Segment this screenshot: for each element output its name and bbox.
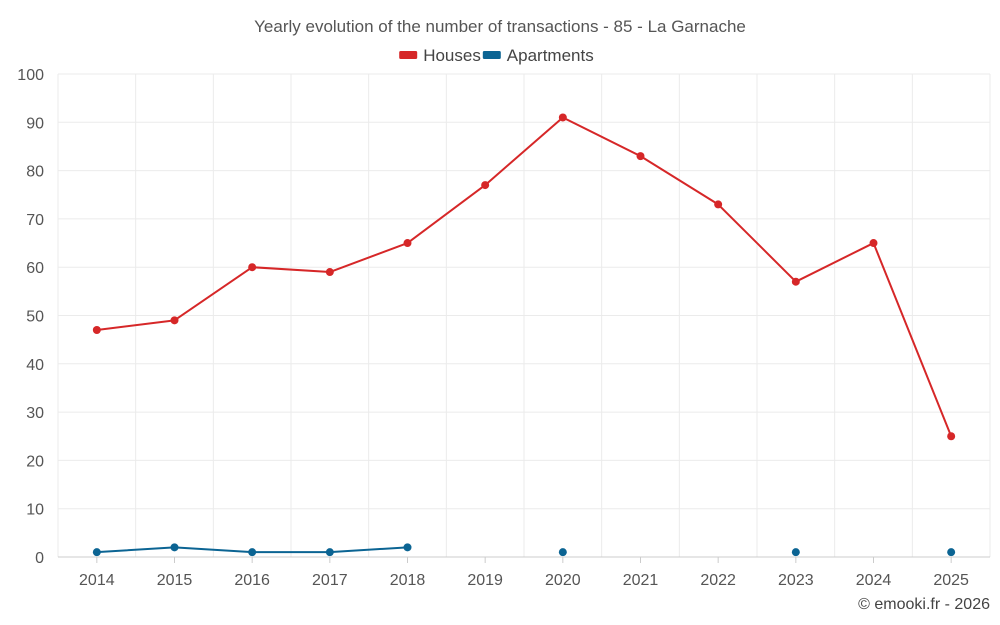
x-tick-label: 2015 — [157, 572, 193, 589]
chart-title: Yearly evolution of the number of transa… — [254, 17, 746, 36]
apartments-point — [92, 548, 101, 557]
apartments-point — [170, 543, 179, 552]
legend-label-apartments: Apartments — [507, 46, 594, 65]
houses-point — [170, 316, 179, 325]
houses-point — [947, 432, 956, 441]
x-tick-label: 2025 — [933, 572, 969, 589]
houses-point — [403, 239, 412, 248]
houses-point — [714, 200, 723, 209]
x-tick-label: 2024 — [856, 572, 892, 589]
y-tick-label: 0 — [35, 550, 44, 567]
y-tick-label: 60 — [26, 260, 44, 277]
y-tick-label: 40 — [26, 357, 44, 374]
apartments-point — [947, 548, 956, 557]
apartments-point — [558, 548, 567, 557]
y-tick-label: 80 — [26, 164, 44, 181]
houses-point — [558, 113, 567, 122]
legend-swatch-houses — [399, 51, 418, 59]
y-tick-label: 50 — [26, 309, 44, 326]
series-layer — [92, 113, 956, 557]
series-apartments — [92, 543, 956, 557]
x-axis: 2014 2015 2016 2017 2018 2019 2020 2021 2022 2023… — [58, 556, 990, 589]
houses-line — [96, 116, 953, 437]
houses-point — [248, 263, 257, 272]
y-tick-label: 100 — [17, 67, 44, 84]
apartments-point — [248, 548, 257, 557]
houses-point — [869, 239, 878, 248]
x-tick-label: 2021 — [623, 572, 659, 589]
x-tick-label: 2023 — [778, 572, 814, 589]
houses-point — [325, 268, 334, 277]
y-axis: 0 10 20 30 40 50 60 70 80 90 100 — [17, 67, 44, 567]
legend-label-houses: Houses — [423, 46, 481, 65]
apartments-point — [325, 548, 334, 557]
apartments-point — [403, 543, 412, 552]
houses-point — [636, 152, 645, 161]
credit-text: © emooki.fr - 2026 — [858, 596, 990, 613]
x-tick-label: 2017 — [312, 572, 348, 589]
x-tick-label: 2014 — [79, 572, 115, 589]
houses-point — [791, 277, 800, 286]
legend: Houses Apartments — [399, 46, 594, 65]
x-tick-label: 2019 — [467, 572, 503, 589]
legend-item-apartments: Apartments — [482, 46, 594, 65]
legend-swatch-apartments — [482, 51, 501, 59]
y-tick-label: 20 — [26, 453, 44, 470]
houses-point — [92, 325, 101, 334]
grid — [57, 73, 991, 558]
y-tick-label: 10 — [26, 502, 44, 519]
x-tick-label: 2022 — [700, 572, 736, 589]
y-tick-label: 90 — [26, 115, 44, 132]
y-tick-label: 30 — [26, 405, 44, 422]
series-houses — [92, 113, 956, 441]
apartments-point — [791, 548, 800, 557]
x-tick-label: 2018 — [390, 572, 426, 589]
x-tick-label: 2020 — [545, 572, 581, 589]
x-tick-label: 2016 — [234, 572, 270, 589]
houses-point — [481, 181, 490, 190]
y-tick-label: 70 — [26, 212, 44, 229]
legend-item-houses: Houses — [399, 46, 481, 65]
